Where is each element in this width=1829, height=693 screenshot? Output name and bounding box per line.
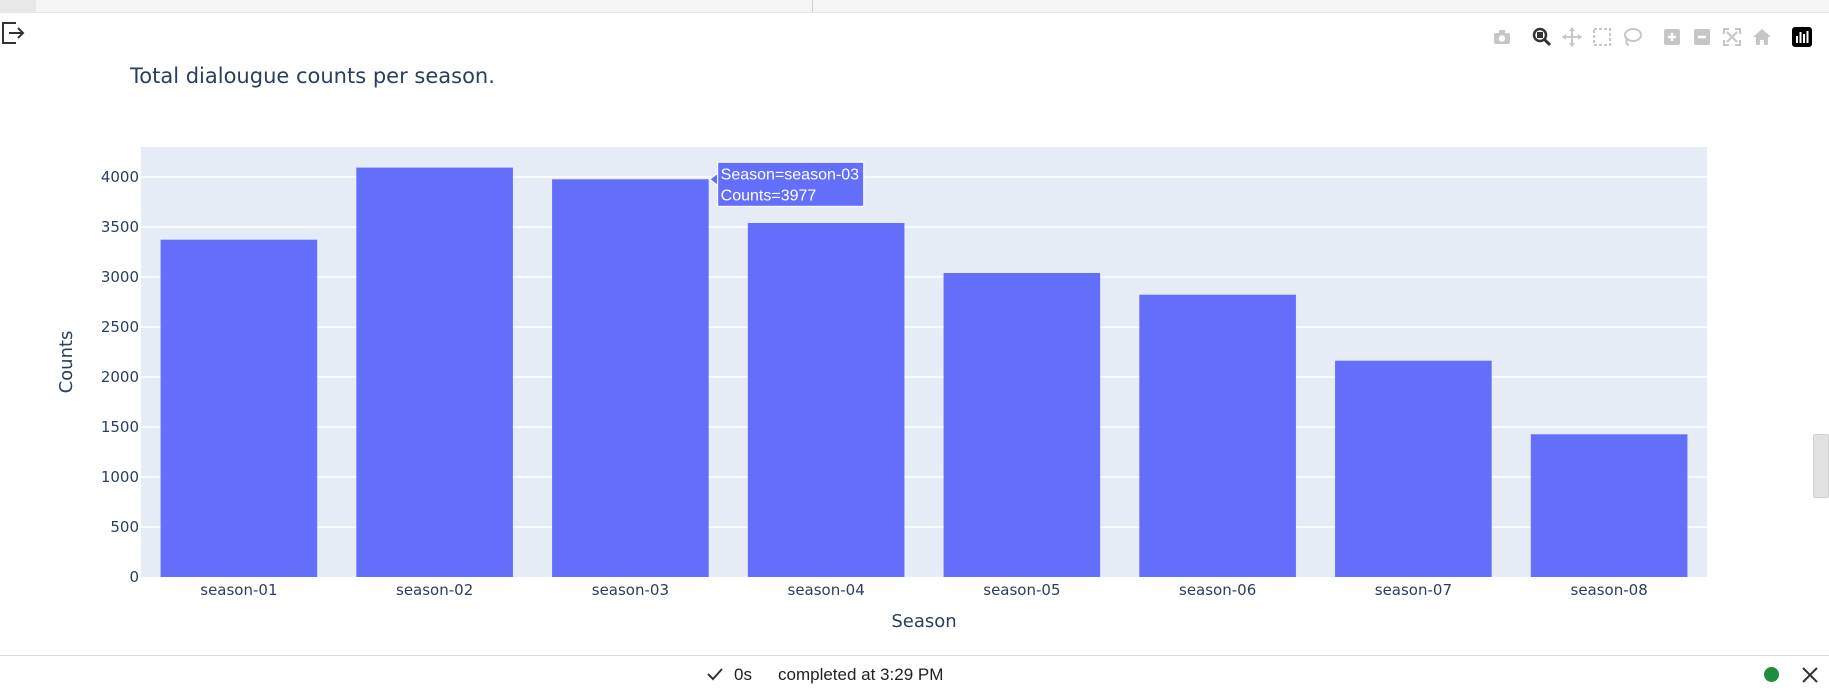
bar-season-06[interactable] [1139, 294, 1296, 577]
execution-status: completed at 3:29 PM [778, 665, 944, 684]
page-scrollbar-thumb[interactable] [1813, 434, 1829, 498]
output-exit-icon[interactable] [0, 20, 26, 46]
y-tick-label: 0 [129, 568, 139, 586]
bar-season-01[interactable] [160, 239, 318, 577]
bar-season-05[interactable] [943, 273, 1101, 577]
y-axis-title: Counts [56, 331, 77, 394]
bar-season-08[interactable] [1530, 434, 1688, 577]
x-tick-label: season-07 [1375, 581, 1452, 599]
x-tick-label: season-04 [788, 581, 865, 599]
y-tick-label: 1500 [101, 418, 139, 436]
y-tick-label: 2000 [101, 368, 139, 386]
connection-status-icon [1764, 667, 1779, 682]
status-bar: 0s completed at 3:29 PM [0, 655, 1829, 693]
hover-tooltip [717, 161, 865, 207]
y-tick-label: 3000 [101, 268, 139, 286]
camera-icon[interactable] [1491, 26, 1513, 48]
bar-season-03[interactable] [552, 179, 709, 578]
pan-icon[interactable] [1561, 26, 1583, 48]
x-tick-label: season-02 [396, 581, 473, 599]
y-tick-label: 4000 [101, 168, 139, 186]
x-tick-label: season-05 [983, 581, 1060, 599]
y-tick-label: 500 [110, 518, 139, 536]
x-tick-label: season-03 [592, 581, 669, 599]
lasso-select-icon[interactable] [1621, 26, 1643, 48]
top-cell-strip [0, 0, 1829, 13]
y-tick-label: 1000 [101, 468, 139, 486]
bar-season-04[interactable] [747, 223, 905, 577]
zoom-icon[interactable] [1531, 26, 1553, 48]
y-tick-label: 2500 [101, 318, 139, 336]
bar-season-02[interactable] [356, 167, 513, 577]
x-axis-title: Season [891, 611, 956, 632]
zoom-in-icon[interactable] [1661, 26, 1683, 48]
close-icon[interactable] [1800, 665, 1820, 685]
reset-axes-icon[interactable] [1751, 26, 1773, 48]
plotly-logo-icon[interactable] [1791, 26, 1813, 48]
chart-title: Total dialougue counts per season. [129, 64, 495, 88]
checkmark-icon [707, 668, 723, 681]
x-tick-label: season-01 [200, 581, 277, 599]
x-tick-label: season-06 [1179, 581, 1256, 599]
autoscale-icon[interactable] [1721, 26, 1743, 48]
tooltip-line-1: Season=season-03 [721, 166, 859, 183]
x-tick-label: season-08 [1571, 581, 1648, 599]
box-select-icon[interactable] [1591, 26, 1613, 48]
bar-season-07[interactable] [1335, 360, 1492, 577]
y-tick-label: 3500 [101, 218, 139, 236]
bar-chart[interactable]: 0 500 1000 1500 2000 2500 3000 3500 4000 season-0… [0, 0, 1829, 655]
cell-tab[interactable] [0, 0, 36, 12]
cell-divider [812, 0, 813, 12]
zoom-out-icon[interactable] [1691, 26, 1713, 48]
tooltip-line-2: Counts=3977 [721, 187, 817, 204]
execution-duration: 0s [734, 665, 752, 684]
